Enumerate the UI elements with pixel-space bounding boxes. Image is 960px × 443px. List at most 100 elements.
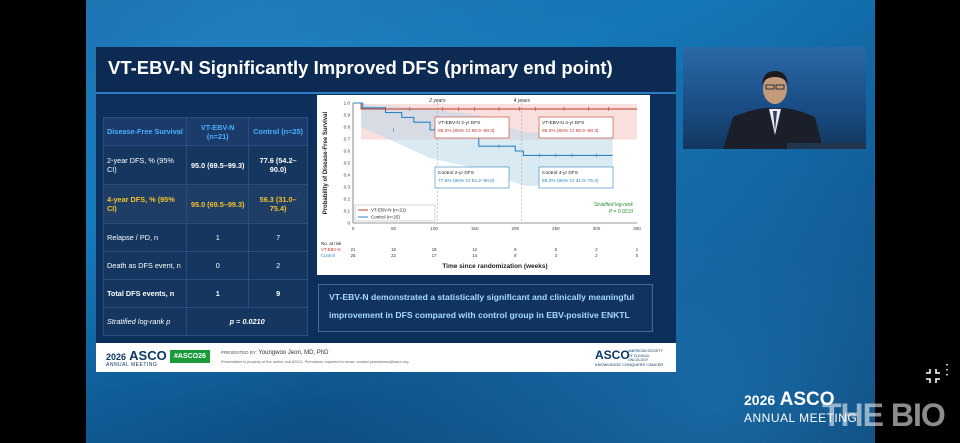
table-header-row: Disease-Free Survival VT-EBV-N (n=21) Co… bbox=[102, 117, 308, 146]
cell-control: 77.6 (54.2–90.0) bbox=[248, 145, 308, 185]
footer-asco-mark: 2026 ASCO bbox=[106, 348, 167, 363]
x-tick-label: 0 bbox=[352, 226, 355, 231]
brand-year: 2026 bbox=[744, 392, 776, 408]
asco-logo: ASCO bbox=[595, 348, 630, 362]
annotation-value: 95.0% (95% CI 69.5–99.3) bbox=[542, 128, 599, 134]
at-risk-value: 8 bbox=[514, 253, 517, 258]
table-row: Death as DFS event, n 0 2 bbox=[102, 251, 308, 280]
more-options-icon[interactable]: ⋮ bbox=[940, 361, 954, 377]
footer-year: 2026 bbox=[106, 352, 127, 362]
km-chart: 2 years 4 years 0 50 100 150 200 250 300 350 0 0.1 0… bbox=[317, 95, 650, 275]
cell-vtebvn: 1 bbox=[186, 279, 250, 308]
at-risk-value: 9 bbox=[514, 247, 517, 252]
series-line-control bbox=[353, 102, 613, 156]
speaker-camera bbox=[683, 47, 866, 149]
annotation-box bbox=[538, 166, 614, 189]
at-risk-value: 21 bbox=[351, 247, 356, 252]
cell-vtebvn: 95.0 (69.5–99.3) bbox=[186, 184, 250, 224]
table-row: Stratified log-rank p p = 0.0210 bbox=[102, 307, 308, 336]
fullscreen-exit-icon[interactable] bbox=[925, 368, 941, 384]
at-risk-row-label: VT-EBV-N bbox=[321, 247, 341, 252]
cell-control: 56.3 (31.0–75.4) bbox=[248, 184, 308, 224]
at-risk-value: 12 bbox=[472, 247, 477, 252]
slide: VT-EBV-N Significantly Improved DFS (pri… bbox=[96, 47, 676, 372]
legend-box bbox=[354, 204, 436, 222]
row-label: Death as DFS event, n bbox=[102, 251, 188, 280]
annotation-label: VT-EBV-N 4-yr DFS bbox=[542, 120, 584, 126]
x-tick-label: 250 bbox=[552, 226, 560, 231]
cell-control: 2 bbox=[248, 251, 308, 280]
at-risk-value: 3 bbox=[555, 253, 558, 258]
table-row: Relapse / PD, n 1 7 bbox=[102, 223, 308, 252]
y-tick-label: 0.7 bbox=[344, 137, 351, 142]
presenter: PRESENTED BY: Youngwoo Jeon, MD, PhD bbox=[221, 350, 328, 356]
row-label: 4-year DFS, % (95% CI) bbox=[102, 184, 188, 224]
at-risk-value: 5 bbox=[555, 247, 558, 252]
annotation-value: 77.6% (95% CI 54.2–90.0) bbox=[438, 178, 495, 184]
y-tick-label: 0 bbox=[347, 221, 350, 226]
x-tick-label: 50 bbox=[391, 226, 397, 231]
x-axis-label: Time since randomization (weeks) bbox=[442, 263, 547, 270]
cell-control: 7 bbox=[248, 223, 308, 252]
x-tick-label: 200 bbox=[511, 226, 519, 231]
slide-title: VT-EBV-N Significantly Improved DFS (pri… bbox=[108, 57, 613, 78]
y-tick-label: 0.4 bbox=[344, 173, 351, 178]
y-tick-label: 0.9 bbox=[344, 113, 351, 118]
row-label: Total DFS events, n bbox=[102, 279, 188, 308]
slide-title-bar: VT-EBV-N Significantly Improved DFS (pri… bbox=[96, 47, 676, 92]
at-risk-value: 14 bbox=[472, 253, 477, 258]
annotation-label: Control 2-yr DFS bbox=[438, 170, 474, 176]
x-tick-label: 350 bbox=[633, 226, 641, 231]
row-label: 2-year DFS, % (95% CI) bbox=[102, 145, 188, 185]
time-marker-label: 4 years bbox=[514, 98, 531, 104]
ci-band-control bbox=[361, 104, 613, 186]
footer-asco-name: ASCO bbox=[129, 348, 167, 363]
table-row: 2-year DFS, % (95% CI) 95.0 (69.5–99.3) … bbox=[102, 145, 308, 185]
at-risk-value: 17 bbox=[432, 253, 437, 258]
at-risk-value: 1 bbox=[636, 247, 639, 252]
watermark: THE BIO bbox=[822, 397, 946, 433]
knowledge-tagline: KNOWLEDGE CONQUERS CANCER bbox=[595, 362, 664, 367]
time-marker-label: 2 years bbox=[428, 98, 446, 104]
x-tick-label: 150 bbox=[471, 226, 479, 231]
brand-name: ASCO bbox=[779, 389, 835, 410]
at-risk-value: 2 bbox=[595, 247, 598, 252]
y-tick-label: 0.8 bbox=[344, 125, 351, 130]
at-risk-row-label: Control bbox=[321, 253, 335, 258]
x-tick-label: 300 bbox=[593, 226, 601, 231]
at-risk-value: 25 bbox=[351, 253, 356, 258]
cell-vtebvn: 1 bbox=[186, 223, 250, 252]
table-header: Disease-Free Survival bbox=[102, 117, 188, 146]
annotation-label: VT-EBV-N 2-yr DFS bbox=[438, 120, 480, 126]
at-risk-title: No. at risk bbox=[321, 241, 342, 246]
x-tick-label: 100 bbox=[430, 226, 438, 231]
stat-value: P = 0.0210 bbox=[609, 209, 633, 215]
cell-vtebvn: 95.0 (69.5–99.3) bbox=[186, 145, 250, 185]
property-note: Presentation is property of the author a… bbox=[221, 360, 409, 364]
speaker-image bbox=[723, 71, 866, 149]
slide-footer: 2026 ASCO ANNUAL MEETING #ASCO26 PRESENT… bbox=[96, 343, 676, 372]
annotation-box bbox=[434, 116, 510, 139]
at-risk-value: 18 bbox=[391, 247, 396, 252]
society-name: AMERICAN SOCIETY OF CLINICAL ONCOLOGY bbox=[628, 349, 663, 362]
brand-meeting: ANNUAL MEETING bbox=[744, 411, 858, 425]
legend-label: VT-EBV-N (n=21) bbox=[371, 208, 406, 213]
y-tick-label: 0.1 bbox=[344, 209, 351, 214]
row-label: Stratified log-rank p bbox=[102, 307, 188, 336]
at-risk-value: 2 bbox=[595, 253, 598, 258]
y-tick-label: 0.3 bbox=[344, 185, 351, 190]
dfs-table: Disease-Free Survival VT-EBV-N (n=21) Co… bbox=[102, 117, 308, 336]
y-axis-label: Probability of Disease-Free Survival bbox=[323, 111, 329, 214]
p-value: p = 0.0210 bbox=[186, 307, 308, 336]
table-header: VT-EBV-N (n=21) bbox=[186, 117, 250, 146]
cell-control: 9 bbox=[248, 279, 308, 308]
footer-meeting: ANNUAL MEETING bbox=[106, 362, 158, 368]
y-tick-label: 0.2 bbox=[344, 197, 351, 202]
y-tick-label: 1.0 bbox=[344, 101, 351, 106]
at-risk-value: 22 bbox=[391, 253, 396, 258]
annotation-box bbox=[434, 166, 510, 189]
table-header: Control (n=25) bbox=[248, 117, 308, 146]
hashtag-badge: #ASCO26 bbox=[170, 350, 210, 363]
presented-by-label: PRESENTED BY: bbox=[221, 350, 257, 355]
y-tick-label: 0.6 bbox=[344, 149, 351, 154]
